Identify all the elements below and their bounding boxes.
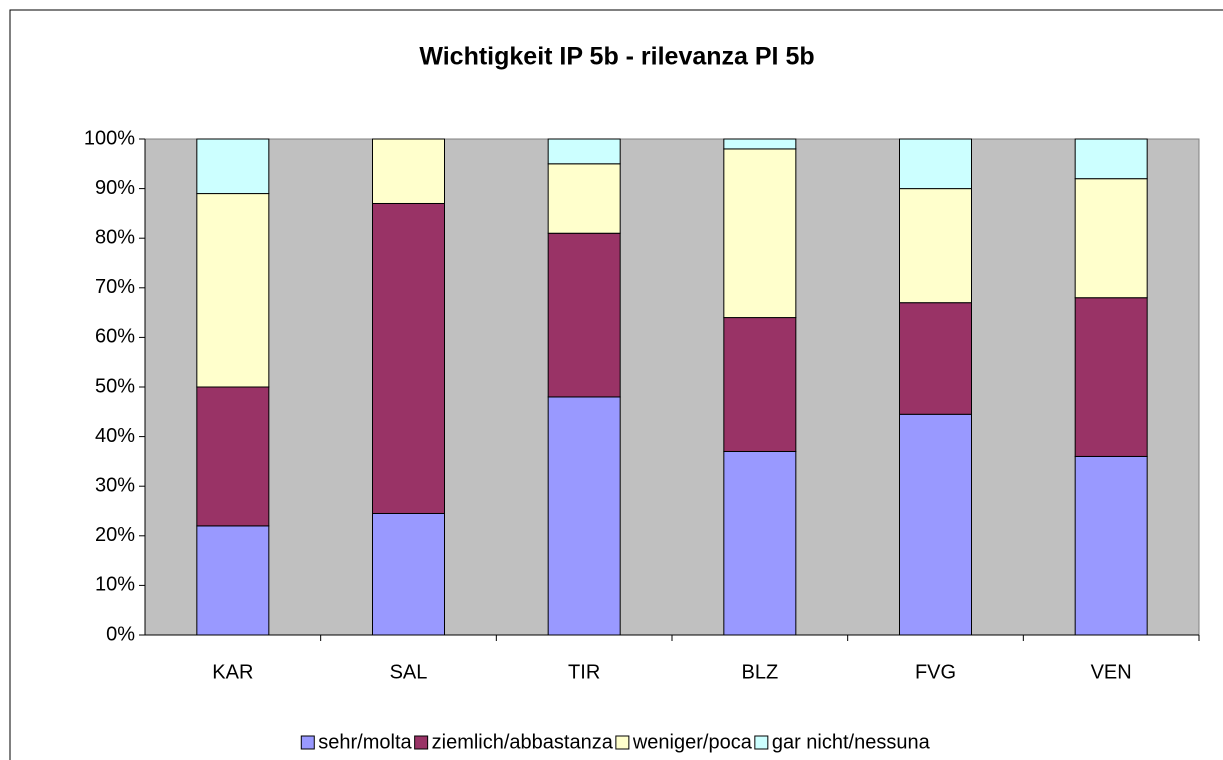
bar-segment [196,193,270,388]
y-tick-label: 50% [95,375,135,397]
bar-segment [196,138,270,195]
y-tick-label: 60% [95,326,135,348]
x-tick-label: TIR [568,661,600,683]
x-tick-label: BLZ [741,661,778,683]
bar-segment [547,232,621,398]
y-tick-label: 70% [95,276,135,298]
x-tick-label: KAR [212,661,253,683]
bar-segment [1074,297,1148,457]
bar-segment [899,188,972,304]
bar-segment [1074,138,1148,180]
legend-swatch [754,735,769,750]
y-tick-label: 90% [95,177,135,199]
legend-swatch [414,735,429,750]
bar-segment [372,138,445,204]
x-tick-label: SAL [390,661,428,683]
bar-segment [547,138,621,165]
bar-segment [372,512,445,636]
y-tick-label: 40% [95,425,135,447]
y-tick-label: 100% [84,127,135,149]
legend-label: sehr/molta [318,731,412,753]
bar-segment [196,386,270,527]
legend-swatch [615,735,630,750]
bar-segment [547,163,621,234]
bar-segment [723,450,797,636]
bar-segment [1074,455,1148,636]
bar-segment [899,138,972,190]
plot-area [144,138,1200,636]
y-tick-label: 0% [106,623,135,645]
y-tick-label: 80% [95,226,135,248]
bar-segment [547,396,621,636]
legend-label: weniger/poca [632,731,753,753]
bar-segment [899,413,972,636]
y-tick-label: 10% [95,574,135,596]
bar-segment [1074,178,1148,299]
y-tick-label: 20% [95,524,135,546]
y-tick-label: 30% [95,474,135,496]
bar-segment [372,202,445,514]
legend-label: ziemlich/abbastanza [432,731,614,753]
x-tick-label: FVG [915,661,956,683]
bar-segment [899,302,972,415]
chart-title: Wichtigkeit IP 5b - rilevanza PI 5b [419,43,814,71]
x-tick-label: VEN [1091,661,1132,683]
bar-segment [723,138,797,150]
bar-segment [723,148,797,319]
bar-segment [723,317,797,452]
bar-segment [196,525,270,636]
legend-label: gar nicht/nessuna [772,731,931,753]
legend-swatch [300,735,315,750]
